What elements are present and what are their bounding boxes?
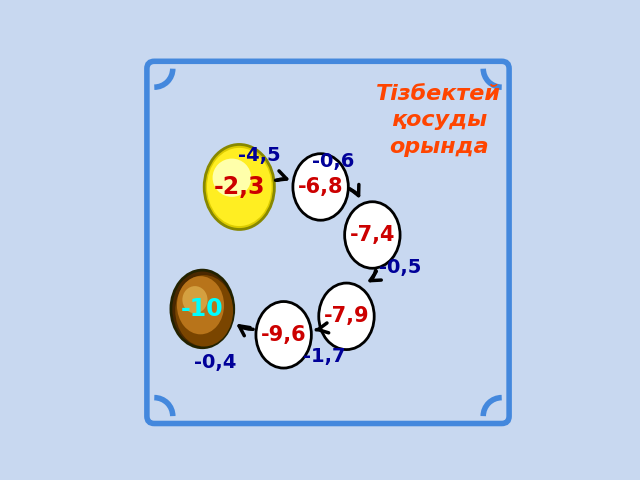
Text: -1,7: -1,7 <box>303 348 346 366</box>
FancyBboxPatch shape <box>147 61 509 423</box>
Ellipse shape <box>207 148 271 226</box>
Ellipse shape <box>319 283 374 349</box>
Ellipse shape <box>256 301 312 368</box>
Ellipse shape <box>175 275 233 347</box>
Text: -7,9: -7,9 <box>324 306 369 326</box>
Ellipse shape <box>182 286 207 313</box>
Ellipse shape <box>293 154 348 220</box>
Ellipse shape <box>171 270 234 348</box>
Text: -0,6: -0,6 <box>312 152 355 170</box>
Text: -0,5: -0,5 <box>379 258 421 277</box>
Text: Тізбектей
қосуды
орында: Тізбектей қосуды орында <box>376 84 501 157</box>
Ellipse shape <box>212 158 252 197</box>
Text: -6,8: -6,8 <box>298 177 343 197</box>
Ellipse shape <box>204 144 275 229</box>
Text: -9,6: -9,6 <box>261 325 307 345</box>
Text: -7,4: -7,4 <box>349 225 395 245</box>
Text: -4,5: -4,5 <box>238 146 281 165</box>
Ellipse shape <box>344 202 400 268</box>
Ellipse shape <box>177 276 224 335</box>
Text: -2,3: -2,3 <box>214 175 265 199</box>
Text: -0,4: -0,4 <box>194 353 236 372</box>
Text: -10: -10 <box>181 297 223 321</box>
